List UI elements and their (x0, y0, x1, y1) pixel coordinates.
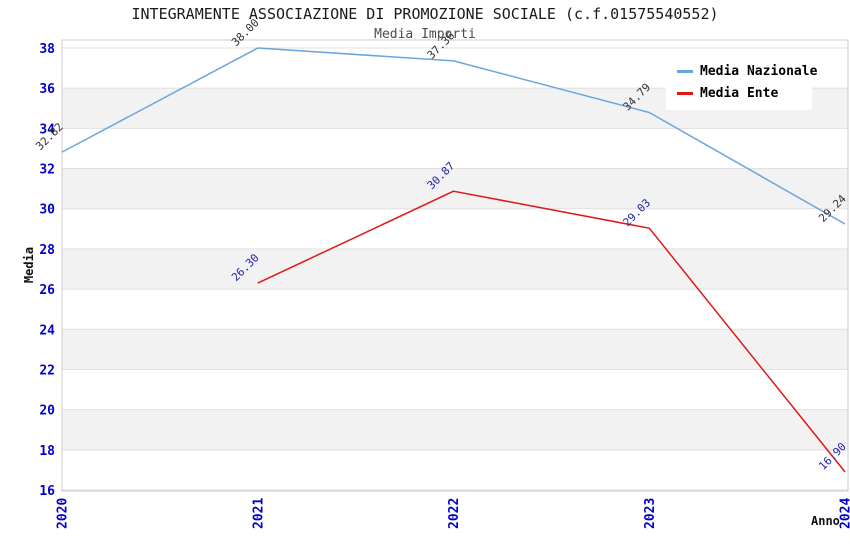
plot-band (62, 168, 848, 209)
y-tick-label: 36 (39, 82, 55, 97)
y-tick-label: 34 (39, 122, 55, 137)
y-tick-label: 30 (39, 203, 55, 218)
x-axis-title: Anno (811, 514, 840, 528)
point-label: 38.00 (229, 16, 262, 49)
y-tick-label: 26 (39, 283, 55, 298)
y-tick-label: 32 (39, 163, 55, 178)
y-tick-label: 24 (39, 323, 55, 338)
legend-label: Media Ente (700, 86, 779, 101)
x-tick-label: 2021 (251, 498, 266, 529)
legend-item: Media Nazionale (677, 64, 817, 79)
plot-band (62, 248, 848, 290)
series-line-media-nazionale (61, 47, 846, 225)
series-line-media-ente (257, 190, 846, 473)
y-axis-title: Media (22, 246, 36, 284)
plot-band (62, 409, 848, 450)
y-tick-label: 20 (39, 404, 55, 419)
legend-line-icon (677, 70, 693, 73)
x-tick-label: 2022 (447, 498, 462, 529)
y-tick-label: 16 (39, 484, 55, 499)
legend-line-icon (677, 92, 693, 95)
y-tick-label: 22 (39, 363, 55, 378)
plot-border (61, 39, 849, 492)
y-tick-label: 28 (39, 243, 55, 258)
y-tick-label: 18 (39, 444, 55, 459)
legend-item: Media Ente (677, 86, 812, 101)
x-tick-label: 2023 (643, 498, 658, 529)
point-label: 37.36 (425, 29, 458, 62)
chart-subtitle: Media Importi (374, 27, 476, 42)
y-tick-label: 38 (39, 42, 55, 57)
chart-title: INTEGRAMENTE ASSOCIAZIONE DI PROMOZIONE … (131, 5, 719, 23)
x-tick-label: 2020 (56, 498, 71, 529)
plot-band (62, 329, 848, 370)
legend-label: Media Nazionale (700, 64, 818, 79)
legend: Media Nazionale Media Ente (666, 55, 817, 110)
x-tick-label: 2024 (839, 498, 850, 529)
